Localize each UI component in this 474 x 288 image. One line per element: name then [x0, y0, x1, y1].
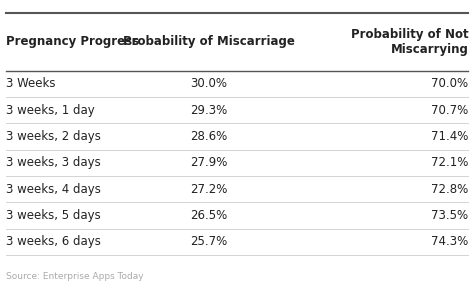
Text: 72.8%: 72.8% — [431, 183, 468, 196]
Text: 70.7%: 70.7% — [431, 104, 468, 117]
Text: 26.5%: 26.5% — [190, 209, 227, 222]
Text: 74.3%: 74.3% — [431, 235, 468, 248]
Text: Probability of Not
Miscarrying: Probability of Not Miscarrying — [351, 28, 468, 56]
Text: 3 weeks, 3 days: 3 weeks, 3 days — [6, 156, 100, 169]
Text: 3 weeks, 1 day: 3 weeks, 1 day — [6, 104, 94, 117]
Text: 3 Weeks: 3 Weeks — [6, 77, 55, 90]
Text: Source: Enterprise Apps Today: Source: Enterprise Apps Today — [6, 272, 143, 281]
Text: 70.0%: 70.0% — [431, 77, 468, 90]
Text: 3 weeks, 4 days: 3 weeks, 4 days — [6, 183, 100, 196]
Text: 28.6%: 28.6% — [190, 130, 227, 143]
Text: 30.0%: 30.0% — [190, 77, 227, 90]
Text: 73.5%: 73.5% — [431, 209, 468, 222]
Text: 3 weeks, 6 days: 3 weeks, 6 days — [6, 235, 100, 248]
Text: Probability of Miscarriage: Probability of Miscarriage — [123, 35, 294, 48]
Text: 72.1%: 72.1% — [431, 156, 468, 169]
Text: 71.4%: 71.4% — [431, 130, 468, 143]
Text: 27.2%: 27.2% — [190, 183, 227, 196]
Text: 29.3%: 29.3% — [190, 104, 227, 117]
Text: 3 weeks, 5 days: 3 weeks, 5 days — [6, 209, 100, 222]
Text: 3 weeks, 2 days: 3 weeks, 2 days — [6, 130, 100, 143]
Text: 27.9%: 27.9% — [190, 156, 227, 169]
Text: Pregnancy Progress: Pregnancy Progress — [6, 35, 139, 48]
Text: 25.7%: 25.7% — [190, 235, 227, 248]
